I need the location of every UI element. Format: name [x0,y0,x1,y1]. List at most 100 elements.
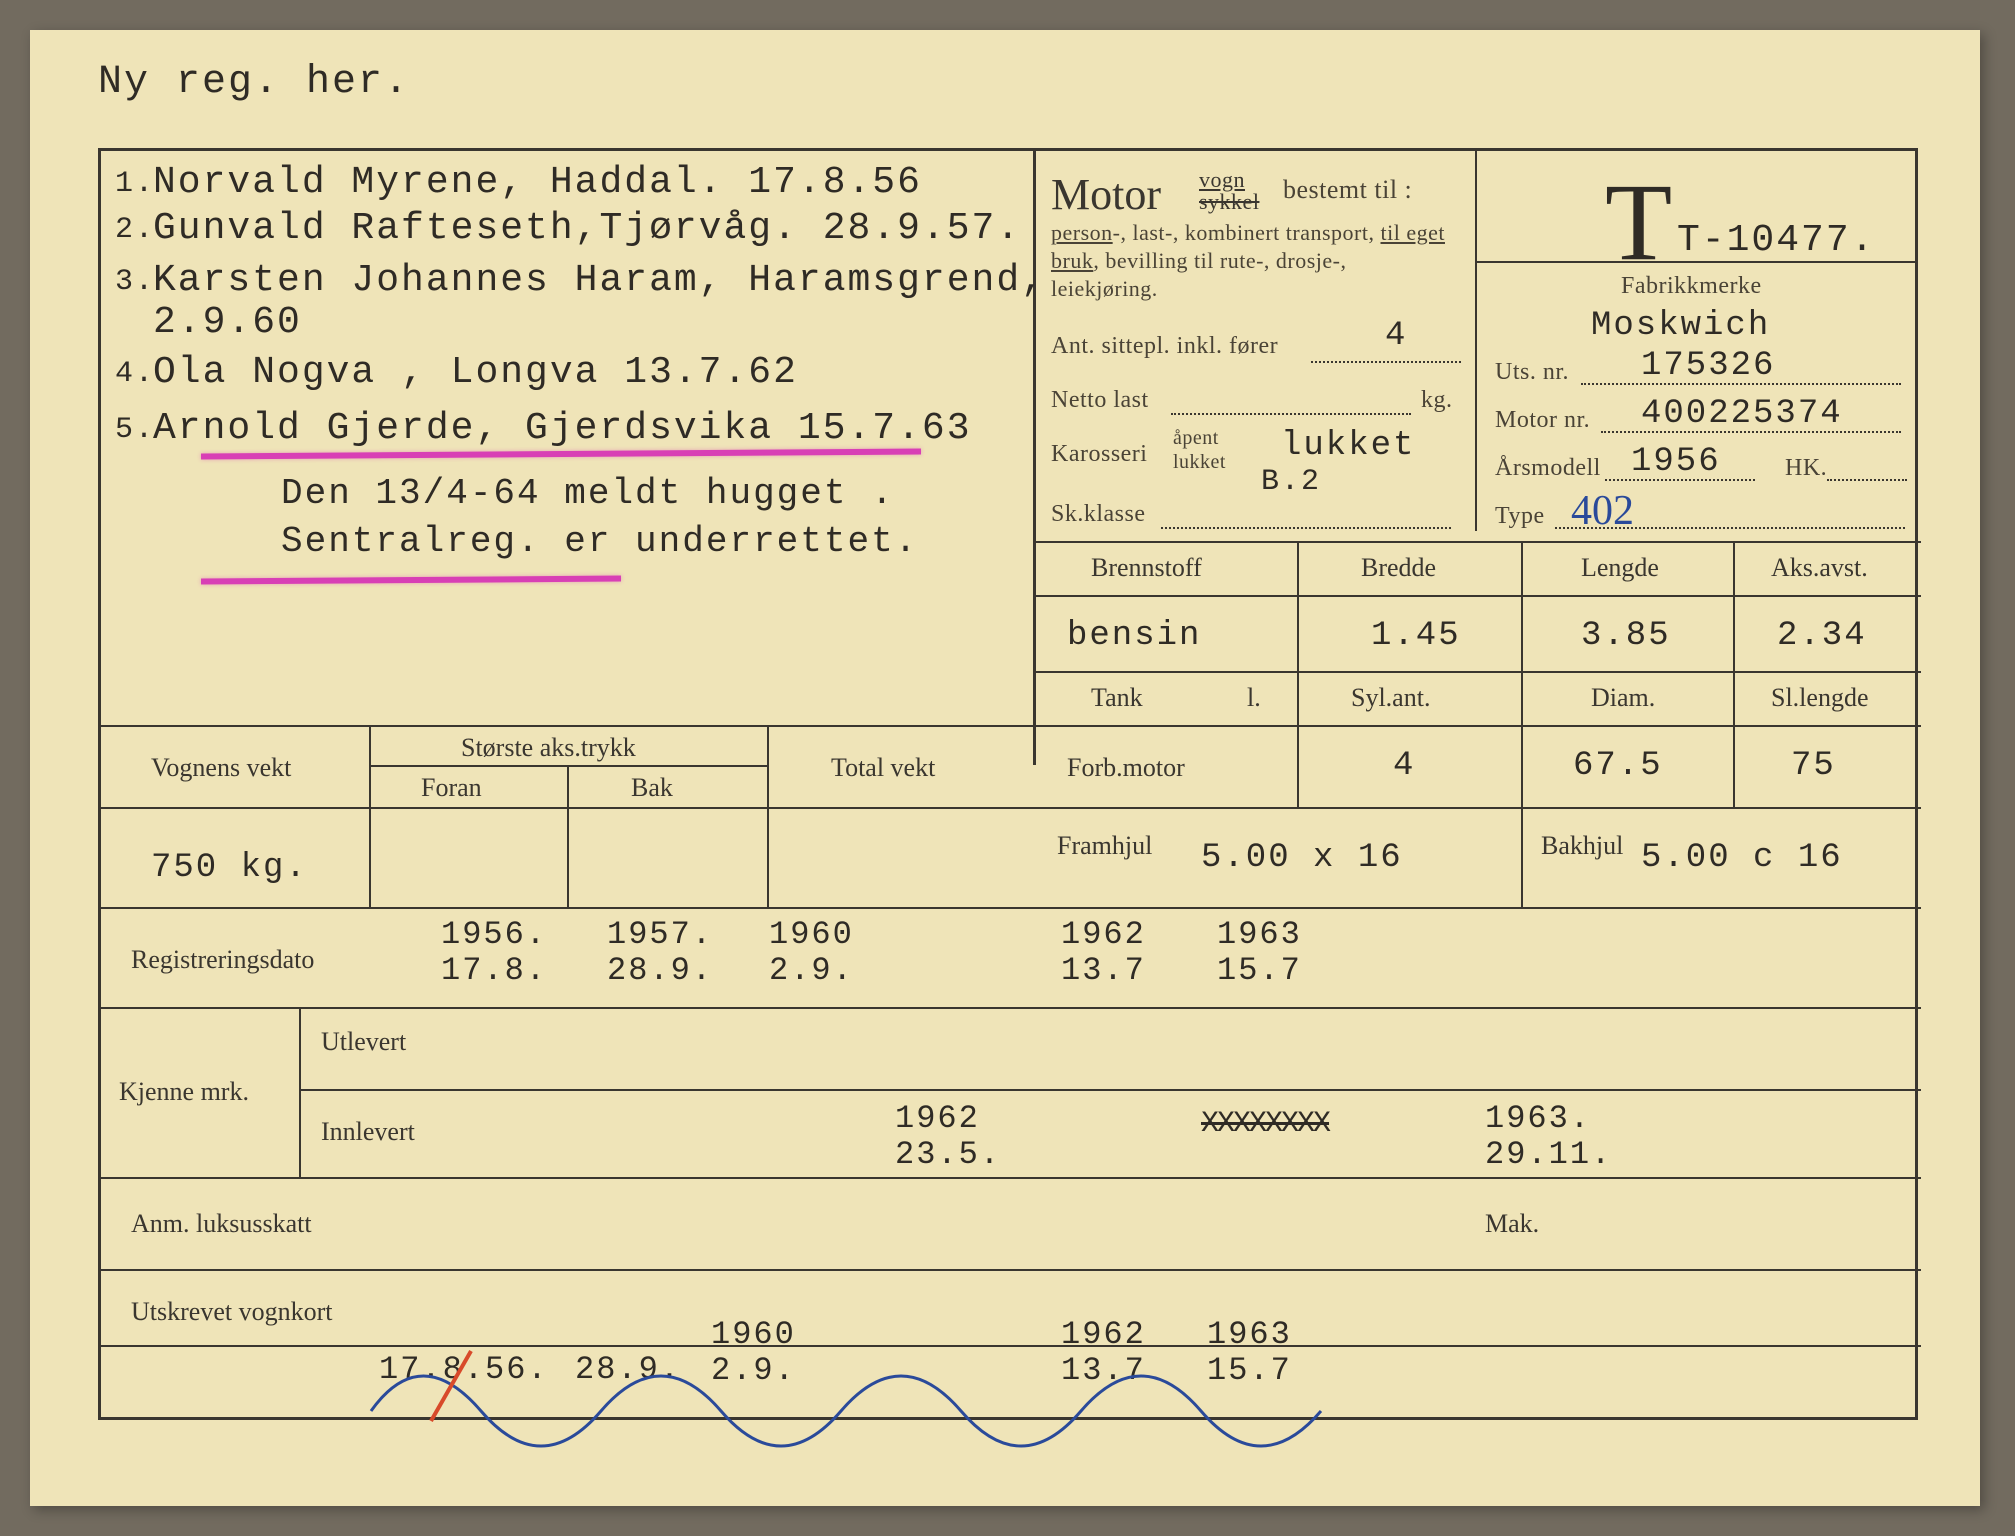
tank-l: l. [1247,683,1261,713]
lengde-label: Lengde [1581,553,1659,583]
dotline-r3 [1605,479,1755,481]
registration-number: T-10477. [1677,219,1875,262]
regdate-2: 1957. 28.9. [607,917,713,989]
bakhjul-label: Bakhjul [1541,831,1623,861]
mak-label: Mak. [1485,1209,1539,1239]
owner-4: Ola Nogva , Longva 13.7.62 [153,351,798,394]
fabrikkmerke: Moskwich [1591,307,1770,345]
bakhjul: 5.00 c 16 [1641,839,1843,877]
vd3 [1733,541,1735,807]
crossed-out: XXXXXXXX [1201,1107,1329,1141]
owner-1: Norvald Myrene, Haddal. 17.8.56 [153,161,922,204]
regdate-4: 1962 13.7 [1061,917,1146,989]
vognens-vekt-label: Vognens vekt [151,753,291,783]
karosseri-ap: åpent [1173,427,1219,450]
hr-dims-3 [1033,725,1921,727]
vognkort-5: 1963 15.7 [1207,1317,1292,1389]
netto-last-unit: kg. [1421,387,1453,414]
innlevert-2: 1963. 29.11. [1485,1101,1612,1173]
dotline-r2 [1601,431,1901,433]
brennstoff: bensin [1067,617,1201,655]
hugget-line1: Den 13/4-64 meldt hugget . [281,473,895,514]
bredde-label: Bredde [1361,553,1436,583]
uts-nr: 175326 [1641,347,1775,385]
vw3 [767,725,769,907]
bredde: 1.45 [1371,617,1461,655]
arsmodell-label: Årsmodell [1495,455,1601,482]
type-label: Type [1495,503,1545,530]
motor-vogn: vogn sykkel [1199,169,1259,213]
diam-label: Diam. [1591,683,1655,713]
ant-sittepl-value: 4 [1385,317,1407,355]
reg-label: Registreringsdato [131,945,314,975]
netto-last-label: Netto last [1051,387,1149,414]
hr-dims-top [1033,541,1921,543]
regdate-5: 1963 15.7 [1217,917,1302,989]
owner-num-3: 3. [115,265,155,299]
brennstoff-label: Brennstoff [1091,553,1202,583]
dotline-r4 [1827,479,1907,481]
forb-label: Forb.motor [1067,753,1185,783]
hr-w3 [101,807,1033,809]
registration-card: Ny reg. her. 1. Norvald Myrene, Haddal. … [30,30,1980,1506]
divider-vertical-2 [1475,151,1477,531]
aksavst: 2.34 [1777,617,1867,655]
utlevert-label: Utlevert [321,1027,406,1057]
aksavst-label: Aks.avst. [1771,553,1868,583]
header-note: Ny reg. her. [98,60,410,105]
arsmodell: 1956 [1631,443,1721,481]
hr-dims-1 [1033,595,1921,597]
hr-r3 [101,1269,1921,1271]
syl-val: 4 [1393,747,1415,785]
bak-label: Bak [631,773,673,803]
ant-sittepl-label: Ant. sittepl. inkl. fører [1051,333,1278,360]
lengde: 3.85 [1581,617,1671,655]
motor-nr-label: Motor nr. [1495,407,1590,434]
motor-nr: 400225374 [1641,395,1843,433]
vwh [1521,807,1523,907]
vd1 [1297,541,1299,807]
hr-w1 [101,725,1033,727]
karosseri-value: lukket [1281,427,1415,465]
diam-val: 67.5 [1573,747,1663,785]
owner-3b: 2.9.60 [153,301,302,344]
owner-num-5: 5. [115,413,155,447]
hr-r4 [101,1345,1921,1347]
big-T: T [1605,159,1672,286]
karosseri-label: Karosseri [1051,441,1147,468]
framhjul: 5.00 x 16 [1201,839,1403,877]
anm-label: Anm. luksusskatt [131,1209,312,1239]
vognkort-2: 28.9. [575,1351,681,1388]
regdate-1: 1956. 17.8. [441,917,547,989]
hk-label: HK. [1785,455,1827,482]
sk-klasse-label: Sk.klasse [1051,501,1146,528]
karosseri-b2: B.2 [1261,465,1321,499]
dotline-r5 [1555,527,1905,529]
hr-dims-4 [1033,807,1921,809]
tank-label: Tank [1091,683,1143,713]
motor-title: Motor [1051,169,1161,220]
hr-w4 [101,907,1921,909]
vr1 [299,1007,301,1177]
dotline-r1 [1581,383,1901,385]
innlevert-label: Innlevert [321,1117,415,1147]
utskrevet-label: Utskrevet vognkort [131,1297,332,1327]
hr-dims-2 [1033,671,1921,673]
hugget-line2: Sentralreg. er underrettet. [281,521,918,562]
framhjul-label: Framhjul [1057,831,1152,861]
dotline-2 [1171,413,1411,415]
vognkort-1: 17.8.56. [379,1351,549,1388]
motor-bestemt: bestemt til : [1283,175,1412,205]
vd2 [1521,541,1523,807]
vognkort-4: 1962 13.7 [1061,1317,1146,1389]
regdate-3: 1960 2.9. [769,917,854,989]
owner-5: Arnold Gjerde, Gjerdsvika 15.7.63 [153,407,972,450]
hr-topright [1475,261,1915,263]
innlevert-1: 1962 23.5. [895,1101,1001,1173]
aks-trykk-label: Største aks.trykk [461,733,636,763]
karosseri-luk: lukket [1173,451,1226,474]
owner-3: Karsten Johannes Haram, Haramsgrend, [153,259,1046,302]
card-frame: 1. Norvald Myrene, Haddal. 17.8.56 2. Gu… [98,148,1918,1420]
person-line: person-, last-, kombinert transport, til… [1051,219,1456,303]
vognkort-3: 1960 2.9. [711,1317,796,1389]
